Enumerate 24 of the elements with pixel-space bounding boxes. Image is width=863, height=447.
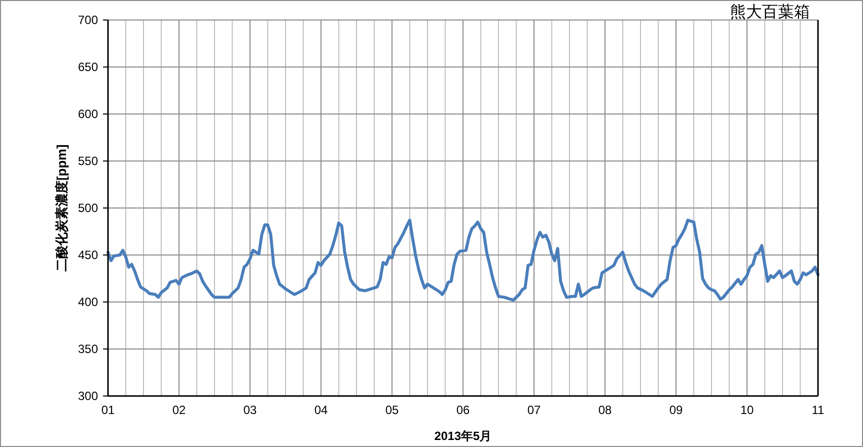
y-tick-label: 650	[78, 60, 98, 74]
y-tick-label: 350	[78, 342, 98, 356]
x-tick-label: 09	[669, 403, 683, 417]
chart-title: 熊大百葉箱	[730, 2, 810, 21]
x-tick-label: 06	[456, 403, 470, 417]
x-tick-label: 02	[172, 403, 186, 417]
x-tick-label: 03	[243, 403, 257, 417]
y-tick-label: 600	[78, 107, 98, 122]
x-tick-label: 11	[812, 403, 825, 417]
y-axis-title: 二酸化炭素濃度[ppm]	[54, 144, 69, 272]
line-series	[106, 218, 820, 302]
x-tick-label: 08	[598, 403, 612, 417]
y-tick-label: 400	[78, 295, 98, 310]
x-tick-label: 04	[314, 403, 328, 417]
y-tick-label: 500	[78, 201, 98, 216]
y-tick-label: 450	[78, 248, 98, 262]
y-tick-label: 550	[78, 154, 98, 168]
y-tick-label: 700	[78, 13, 98, 28]
x-axis-title: 2013年5月	[434, 429, 492, 443]
x-tick-label: 10	[740, 403, 754, 417]
x-tick-label: 07	[527, 403, 541, 417]
x-tick-label: 01	[101, 403, 115, 417]
y-tick-label: 300	[78, 389, 98, 404]
x-tick-label: 05	[385, 403, 399, 417]
